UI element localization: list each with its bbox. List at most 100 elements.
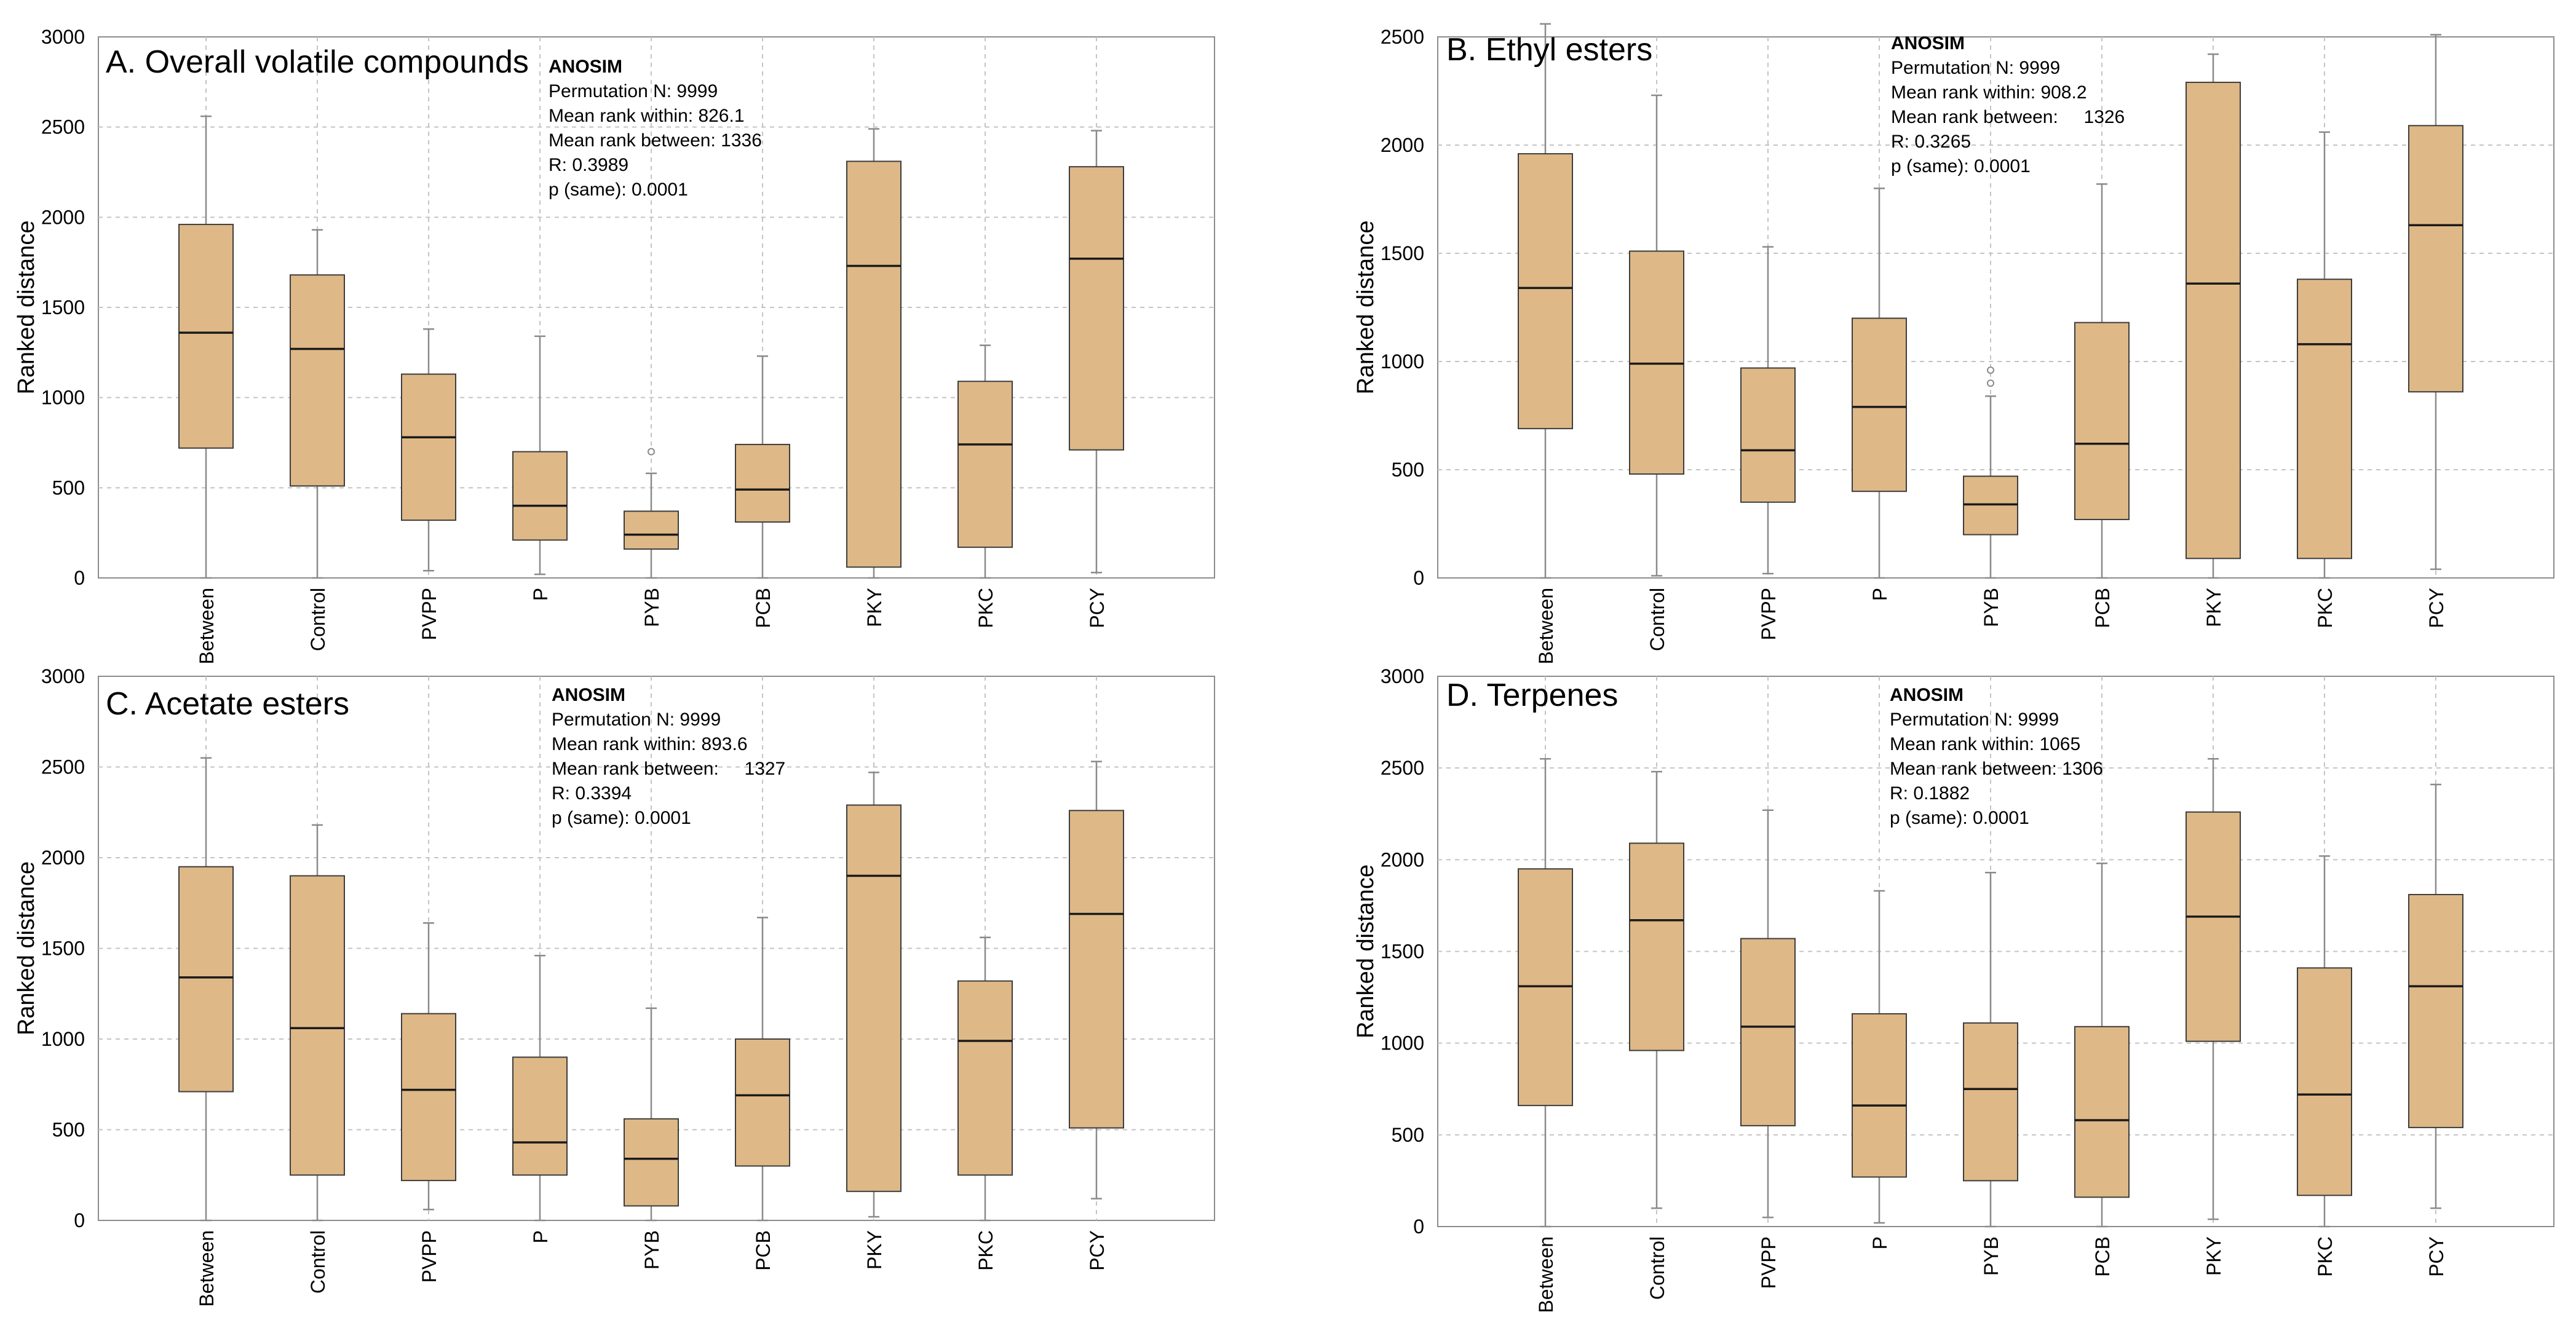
category-label: PCY: [2425, 588, 2447, 628]
anosim-line: Mean rank within: 893.6: [552, 734, 748, 754]
box-body: [624, 510, 679, 550]
anosim-heading: ANOSIM: [1891, 33, 1965, 53]
box-body: [1740, 938, 1796, 1126]
category-label: PKY: [863, 1230, 886, 1270]
box-pvpp: [401, 328, 456, 572]
anosim-line: p (same): 0.0001: [549, 180, 688, 200]
box-pkc: [2297, 131, 2352, 579]
y-tick-label: 3000: [41, 26, 85, 48]
box-pky: [2186, 758, 2241, 1220]
box-body: [512, 1056, 568, 1176]
category-label: PCY: [1086, 1230, 1108, 1271]
category-label: Control: [307, 588, 329, 651]
anosim-line: Permutation N: 9999: [552, 709, 721, 730]
y-tick-label: 2500: [1381, 26, 1424, 48]
y-axis-label: Ranked distance: [1353, 220, 1379, 394]
box-body: [735, 443, 790, 523]
box-pyb: [624, 1007, 679, 1222]
outlier-point: [1987, 379, 1994, 387]
chart-panel-d: 0 500 1000 1500 2000 2500 3000 Ranked distance B…: [1353, 665, 2554, 1313]
anosim-annotation: ANOSIM Permutation N: 9999 Mean rank withi…: [552, 685, 785, 828]
category-label: PKC: [2314, 1236, 2336, 1277]
box-body: [735, 1038, 790, 1167]
y-axis-label: Ranked distance: [14, 861, 39, 1035]
category-label: PKC: [2314, 588, 2336, 628]
y-tick-label: 1000: [1381, 1032, 1424, 1054]
y-tick-label: 0: [1413, 567, 1424, 589]
box-body: [957, 980, 1013, 1176]
y-tick-label: 2500: [41, 116, 85, 138]
category-label: PVPP: [418, 1230, 440, 1283]
category-label: PYB: [1980, 588, 2002, 627]
box-pcb: [2074, 183, 2130, 579]
y-tick-label: 500: [52, 1119, 85, 1141]
category-label: PKC: [975, 1230, 997, 1271]
anosim-line: p (same): 0.0001: [552, 808, 691, 828]
chart-panel-a: 0 500 1000 1500 2000 2500 3000 Ranked distance B…: [14, 26, 1215, 665]
box-pvpp: [1740, 809, 1796, 1219]
box-body: [401, 1013, 456, 1182]
category-label: Between: [1535, 1236, 1557, 1313]
box-body: [290, 875, 345, 1176]
box-pcb: [735, 917, 790, 1222]
anosim-line: Mean rank within: 1065: [1890, 734, 2080, 754]
category-label: PKY: [2203, 588, 2225, 627]
box-p: [512, 335, 568, 575]
box-body: [624, 1118, 679, 1207]
box-p: [1852, 188, 1907, 579]
box-body: [1852, 1013, 1907, 1178]
y-tick-label: 0: [74, 1209, 85, 1231]
box-body: [1629, 250, 1684, 475]
category-label: Between: [1535, 588, 1557, 665]
y-tick-label: 0: [1413, 1215, 1424, 1238]
box-pcb: [2074, 863, 2130, 1228]
category-label: Between: [196, 1230, 218, 1307]
category-label: P: [1869, 1236, 1891, 1249]
box-body: [2297, 967, 2352, 1196]
category-label: Control: [1646, 588, 1668, 651]
y-tick-label: 1000: [41, 1028, 85, 1050]
y-axis-label: Ranked distance: [1353, 864, 1379, 1038]
category-label: PKC: [975, 588, 997, 628]
box-body: [1629, 842, 1684, 1051]
y-tick-label: 1500: [41, 938, 85, 960]
chart-panel-b: 0 500 1000 1500 2000 2500 Ranked distance Betwe…: [1353, 23, 2554, 665]
box-between: [178, 757, 234, 1222]
anosim-line: Permutation N: 9999: [549, 81, 718, 101]
anosim-heading: ANOSIM: [1890, 685, 1964, 705]
box-pyb: [1963, 871, 2018, 1228]
box-control: [290, 824, 345, 1222]
category-label: Between: [196, 588, 218, 665]
anosim-line: p (same): 0.0001: [1890, 808, 2029, 828]
box-pvpp: [1740, 246, 1796, 575]
anosim-line: R: 0.3394: [552, 783, 632, 804]
category-label: PCY: [2425, 1236, 2447, 1277]
box-body: [846, 160, 902, 568]
anosim-annotation: ANOSIM Permutation N: 9999 Mean rank withi…: [1890, 685, 2103, 828]
category-label: PCB: [2091, 1236, 2114, 1277]
box-p: [512, 955, 568, 1222]
category-label: PYB: [1980, 1236, 2002, 1276]
anosim-line: Mean rank within: 908.2: [1891, 82, 2087, 103]
box-body: [1740, 367, 1796, 503]
y-axis-label: Ranked distance: [14, 220, 39, 394]
y-tick-label: 3000: [1381, 665, 1424, 687]
y-tick-label: 500: [52, 476, 85, 499]
outlier-point: [648, 448, 655, 456]
y-tick-label: 3000: [41, 665, 85, 687]
panel-title: D. Terpenes: [1446, 678, 1618, 713]
y-tick-label: 2000: [41, 847, 85, 869]
box-body: [512, 451, 568, 541]
panel-title: C. Acetate esters: [106, 686, 349, 722]
outlier-point: [1987, 366, 1994, 374]
box-p: [1852, 890, 1907, 1224]
anosim-annotation: ANOSIM Permutation N: 9999 Mean rank withi…: [1891, 33, 2125, 176]
category-label: PKY: [2203, 1236, 2225, 1276]
box-pcy: [2408, 783, 2463, 1209]
y-tick-label: 500: [1392, 1124, 1424, 1146]
box-body: [401, 373, 456, 521]
box-body: [2074, 322, 2130, 520]
box-pkc: [957, 936, 1013, 1222]
anosim-line: p (same): 0.0001: [1891, 156, 2031, 176]
box-body: [1069, 166, 1124, 451]
